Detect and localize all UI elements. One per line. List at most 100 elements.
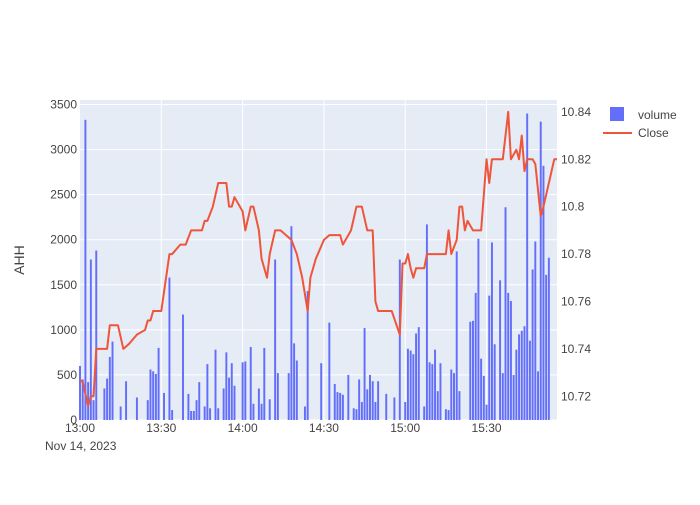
volume-bar bbox=[241, 362, 244, 420]
volume-bar bbox=[106, 378, 109, 420]
x-tick-label: 14:30 bbox=[309, 421, 339, 435]
plot-background bbox=[80, 100, 557, 420]
volume-bar bbox=[415, 333, 418, 420]
volume-bar bbox=[455, 251, 458, 420]
volume-bar bbox=[257, 388, 260, 420]
volume-bar bbox=[447, 410, 450, 420]
volume-bar bbox=[157, 347, 160, 420]
right-y-tick-label: 10.84 bbox=[561, 105, 591, 119]
left-y-tick-label: 1500 bbox=[50, 278, 77, 292]
volume-bar bbox=[295, 360, 298, 420]
legend-volume-label[interactable]: volume bbox=[638, 108, 677, 122]
volume-bar bbox=[515, 349, 518, 420]
volume-bar bbox=[439, 363, 442, 420]
volume-bar bbox=[111, 341, 114, 420]
volume-bar bbox=[444, 409, 447, 420]
volume-bar bbox=[453, 373, 455, 420]
volume-bar bbox=[333, 383, 336, 420]
volume-bar bbox=[482, 375, 485, 420]
legend-close-label[interactable]: Close bbox=[638, 126, 669, 140]
volume-bar bbox=[209, 408, 212, 420]
volume-bar bbox=[108, 356, 111, 420]
close-line-layer bbox=[79, 110, 557, 407]
right-y-tick-label: 10.72 bbox=[561, 389, 591, 403]
volume-bar bbox=[360, 401, 363, 420]
volume-bar bbox=[398, 259, 401, 420]
volume-bar bbox=[352, 408, 355, 420]
volume-bar bbox=[477, 238, 480, 420]
volume-bar bbox=[203, 406, 206, 420]
volume-bar bbox=[417, 327, 420, 420]
x-tick-label: 13:00 bbox=[65, 421, 95, 435]
volume-bar bbox=[230, 363, 233, 420]
volume-bar bbox=[423, 406, 426, 420]
volume-bar bbox=[228, 377, 231, 420]
volume-bar bbox=[518, 334, 521, 420]
volume-bar bbox=[523, 326, 526, 420]
volume-bar bbox=[474, 292, 477, 420]
volume-bar bbox=[485, 404, 488, 420]
volume-bar bbox=[512, 374, 515, 420]
volume-bar bbox=[374, 401, 377, 420]
volume-bar bbox=[458, 391, 461, 420]
volume-bar bbox=[260, 403, 263, 420]
volume-bar bbox=[355, 409, 358, 420]
volume-bar bbox=[214, 349, 217, 420]
volume-bar bbox=[192, 410, 195, 420]
volume-bar bbox=[125, 381, 128, 420]
x-axis: Nov 14, 2023 13:00 13:30 14:00 14:30 15:00 15… bbox=[45, 421, 502, 453]
left-y-axis: 0 500 1000 1500 2000 2500 3000 3500 bbox=[50, 98, 77, 427]
volume-bar bbox=[434, 349, 437, 420]
volume-bar bbox=[135, 397, 138, 420]
volume-bar bbox=[168, 277, 171, 420]
left-y-tick-label: 2000 bbox=[50, 233, 77, 247]
x-tick-label: 13:30 bbox=[146, 421, 176, 435]
volume-bar bbox=[152, 371, 155, 420]
volume-bar bbox=[146, 400, 149, 420]
volume-bar bbox=[154, 374, 157, 420]
volume-bar bbox=[103, 388, 106, 420]
volume-bar bbox=[293, 343, 296, 420]
volume-bar bbox=[539, 121, 542, 421]
x-tick-label: 14:00 bbox=[228, 421, 258, 435]
volume-bar bbox=[363, 328, 366, 420]
volume-bar bbox=[436, 391, 439, 420]
volume-bar bbox=[182, 314, 184, 420]
volume-bar bbox=[198, 382, 201, 420]
volume-bar bbox=[377, 381, 380, 420]
volume-bar bbox=[290, 226, 293, 420]
volume-bars bbox=[79, 113, 550, 421]
left-y-tick-label: 2500 bbox=[50, 188, 77, 202]
volume-bar bbox=[339, 392, 342, 420]
volume-bar bbox=[542, 165, 545, 420]
right-y-tick-label: 10.74 bbox=[561, 342, 591, 356]
volume-bar bbox=[303, 406, 306, 420]
volume-bar bbox=[493, 344, 496, 420]
volume-bar bbox=[480, 358, 483, 420]
volume-bar bbox=[217, 408, 220, 420]
volume-bar bbox=[450, 369, 453, 420]
volume-bar bbox=[252, 403, 255, 420]
volume-bar bbox=[371, 381, 374, 420]
legend[interactable]: volume Close bbox=[603, 107, 677, 140]
volume-bar bbox=[409, 350, 412, 420]
left-y-tick-label: 500 bbox=[57, 368, 77, 382]
volume-bar bbox=[528, 340, 531, 420]
volume-bar bbox=[406, 348, 409, 420]
volume-bar bbox=[336, 392, 339, 420]
volume-bar bbox=[95, 250, 98, 420]
volume-bar bbox=[469, 321, 472, 420]
volume-bar bbox=[341, 394, 344, 420]
volume-bar bbox=[222, 388, 225, 420]
volume-bar bbox=[84, 119, 87, 420]
volume-bar bbox=[249, 346, 252, 420]
volume-bar bbox=[190, 410, 193, 420]
volume-bar bbox=[81, 379, 84, 420]
volume-bar bbox=[425, 224, 428, 420]
right-y-tick-label: 10.76 bbox=[561, 294, 591, 308]
legend-volume-swatch[interactable] bbox=[610, 107, 624, 121]
volume-bar bbox=[163, 392, 165, 420]
volume-bar bbox=[499, 280, 502, 420]
volume-bar bbox=[347, 374, 350, 420]
